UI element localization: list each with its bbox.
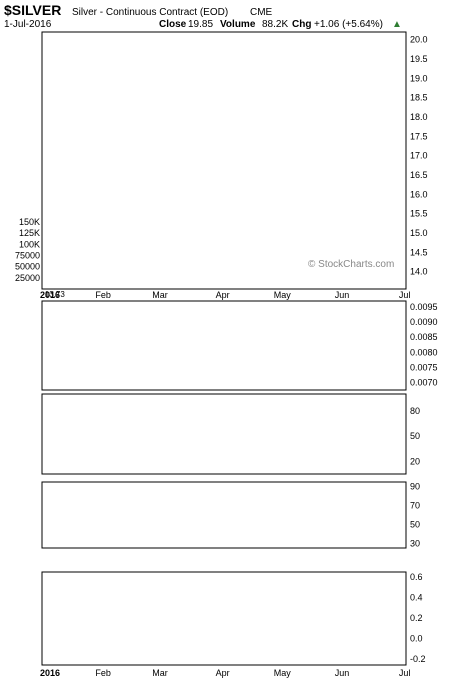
watermark-text: © StockCharts.com — [308, 259, 394, 270]
ytick-ratio-2: 0.0085 — [410, 332, 438, 342]
date-label: 1-Jul-2016 — [4, 19, 52, 30]
volume-tick-0: 150K — [19, 217, 40, 227]
ytick-macd-0: 0.6 — [410, 572, 423, 582]
macd-panel-frame — [41, 571, 407, 666]
xtick-xaxis-top-1: Feb — [95, 290, 111, 300]
ratio-panel-frame — [41, 300, 407, 391]
ytick-ratio-0: 0.0095 — [410, 302, 438, 312]
ytick-ratio-4: 0.0075 — [410, 362, 438, 372]
ytick-ratio-5: 0.0070 — [410, 377, 438, 387]
ytick-stochastic-2: 20 — [410, 456, 420, 466]
exchange-label: CME — [250, 7, 273, 18]
ytick-price-12: 14.0 — [410, 267, 428, 277]
ytick-price-7: 16.5 — [410, 170, 428, 180]
ytick-ratio-1: 0.0090 — [410, 317, 438, 327]
xtick-xaxis-top-2: Mar — [152, 290, 168, 300]
ytick-rsi-0: 90 — [410, 482, 420, 492]
ytick-price-8: 16.0 — [410, 189, 428, 199]
xtick-xaxis-bottom-1: Feb — [95, 668, 111, 678]
volume-tick-3: 75000 — [15, 251, 40, 261]
chg-label: Chg — [292, 19, 311, 30]
ytick-price-6: 17.0 — [410, 151, 428, 161]
volume-value: 88.2K — [262, 19, 288, 30]
volume-tick-5: 25000 — [15, 273, 40, 283]
stochastic-panel-frame — [41, 393, 407, 475]
ytick-price-3: 18.5 — [410, 93, 428, 103]
volume-tick-1: 125K — [19, 228, 40, 238]
ytick-stochastic-0: 80 — [410, 406, 420, 416]
price-annotation-1: 13.73 — [45, 290, 66, 299]
symbol-description: Silver - Continuous Contract (EOD) — [72, 7, 228, 18]
ytick-price-2: 19.0 — [410, 73, 428, 83]
ytick-ratio-3: 0.0080 — [410, 347, 438, 357]
panels-group: 20.0 19.5 19.0 18.5 18.0 17.5 17.0 16.5 16.0 15.5… — [15, 31, 438, 666]
ytick-macd-3: 0.0 — [410, 633, 423, 643]
ytick-price-0: 20.0 — [410, 35, 428, 45]
close-value: 19.85 — [188, 19, 213, 30]
ytick-rsi-2: 50 — [410, 519, 420, 529]
ytick-price-10: 15.0 — [410, 228, 428, 238]
chg-value: +1.06 (+5.64%) — [314, 19, 383, 30]
volume-label: Volume — [220, 19, 256, 30]
chg-up-arrow-icon: ▲ — [392, 19, 402, 30]
x-axis-bottom: 2016 Feb Mar Apr May Jun Jul — [40, 668, 410, 678]
xtick-xaxis-bottom-4: May — [274, 668, 292, 678]
ytick-price-1: 19.5 — [410, 54, 428, 64]
xtick-xaxis-top-4: May — [274, 290, 292, 300]
xtick-xaxis-bottom-0: 2016 — [40, 668, 60, 678]
ytick-rsi-3: 30 — [410, 538, 420, 548]
ytick-stochastic-1: 50 — [410, 431, 420, 441]
rsi-panel-frame — [41, 481, 407, 549]
symbol-title: $SILVER — [4, 2, 61, 18]
xtick-xaxis-bottom-3: Apr — [216, 668, 230, 678]
volume-tick-4: 50000 — [15, 262, 40, 272]
close-label: Close — [159, 19, 187, 30]
x-axis-price: 2016 Feb Mar Apr May Jun Jul — [40, 290, 410, 300]
xtick-xaxis-top-6: Jul — [399, 290, 411, 300]
xtick-xaxis-bottom-2: Mar — [152, 668, 168, 678]
ytick-price-4: 18.0 — [410, 112, 428, 122]
ytick-price-5: 17.5 — [410, 131, 428, 141]
ytick-macd-2: 0.2 — [410, 613, 423, 623]
price-panel-frame — [41, 31, 407, 290]
volume-tick-2: 100K — [19, 239, 40, 249]
xtick-xaxis-bottom-6: Jul — [399, 668, 411, 678]
xtick-xaxis-bottom-5: Jun — [335, 668, 350, 678]
ytick-rsi-1: 70 — [410, 501, 420, 511]
xtick-xaxis-top-3: Apr — [216, 290, 230, 300]
ytick-price-9: 15.5 — [410, 209, 428, 219]
xtick-xaxis-top-5: Jun — [335, 290, 350, 300]
ytick-macd-1: 0.4 — [410, 593, 423, 603]
ytick-price-11: 14.5 — [410, 247, 428, 257]
ytick-macd-4: -0.2 — [410, 654, 426, 664]
xtick-xaxis-top-0: 2016 — [40, 290, 60, 300]
